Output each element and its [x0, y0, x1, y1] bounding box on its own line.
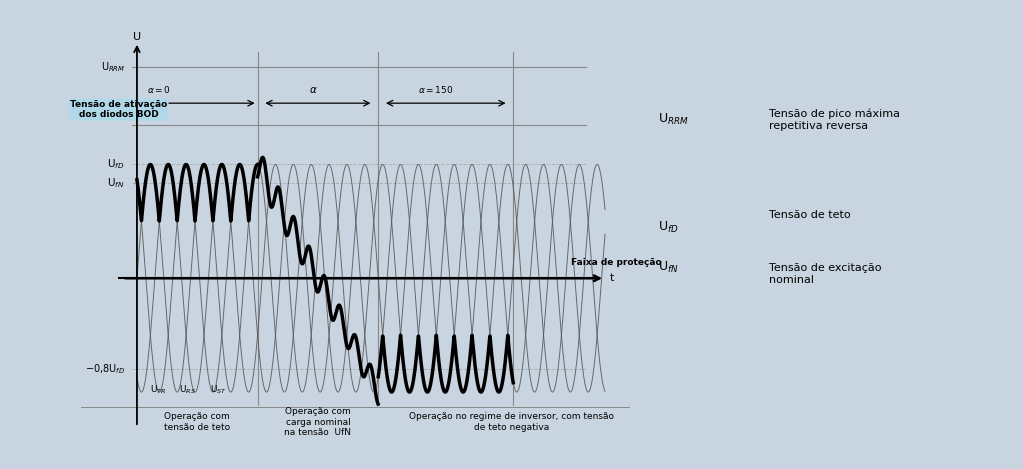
- Text: U$_{fD}$: U$_{fD}$: [107, 158, 125, 171]
- Text: t: t: [610, 273, 614, 283]
- Text: $\alpha = 0$: $\alpha = 0$: [146, 84, 171, 95]
- Text: Tensão de ativação
dos diodos BOD: Tensão de ativação dos diodos BOD: [70, 100, 167, 119]
- Text: U$_{fD}$: U$_{fD}$: [659, 220, 679, 235]
- Text: U$_{RS}$: U$_{RS}$: [179, 383, 196, 396]
- Text: $\alpha = 150$: $\alpha = 150$: [418, 84, 454, 95]
- Text: Tensão de excitação
nominal: Tensão de excitação nominal: [769, 263, 882, 285]
- Text: Faixa de proteção: Faixa de proteção: [571, 258, 662, 267]
- Text: U$_{fN}$: U$_{fN}$: [107, 176, 125, 190]
- Text: Operação no regime de inversor, com tensão
de teto negativa: Operação no regime de inversor, com tens…: [409, 412, 614, 432]
- Text: Operação com
tensão de teto: Operação com tensão de teto: [165, 412, 230, 432]
- Text: $-0{,}8$U$_{fD}$: $-0{,}8$U$_{fD}$: [85, 362, 125, 376]
- Text: Tensão de teto: Tensão de teto: [769, 210, 851, 220]
- Text: U$_{TR}$: U$_{TR}$: [150, 383, 167, 396]
- Text: U$_{RRM}$: U$_{RRM}$: [659, 112, 690, 127]
- Text: Tensão de pico máxima
repetitiva reversa: Tensão de pico máxima repetitiva reversa: [769, 108, 900, 131]
- Text: U$_{RRM}$: U$_{RRM}$: [100, 60, 125, 74]
- Text: U$_{ST}$: U$_{ST}$: [210, 383, 226, 396]
- Text: U: U: [133, 32, 141, 42]
- Text: U$_{fN}$: U$_{fN}$: [659, 260, 679, 275]
- Text: Operação com
carga nominal
na tensão  UfN: Operação com carga nominal na tensão UfN: [284, 407, 352, 437]
- Text: $\alpha$: $\alpha$: [309, 85, 317, 95]
